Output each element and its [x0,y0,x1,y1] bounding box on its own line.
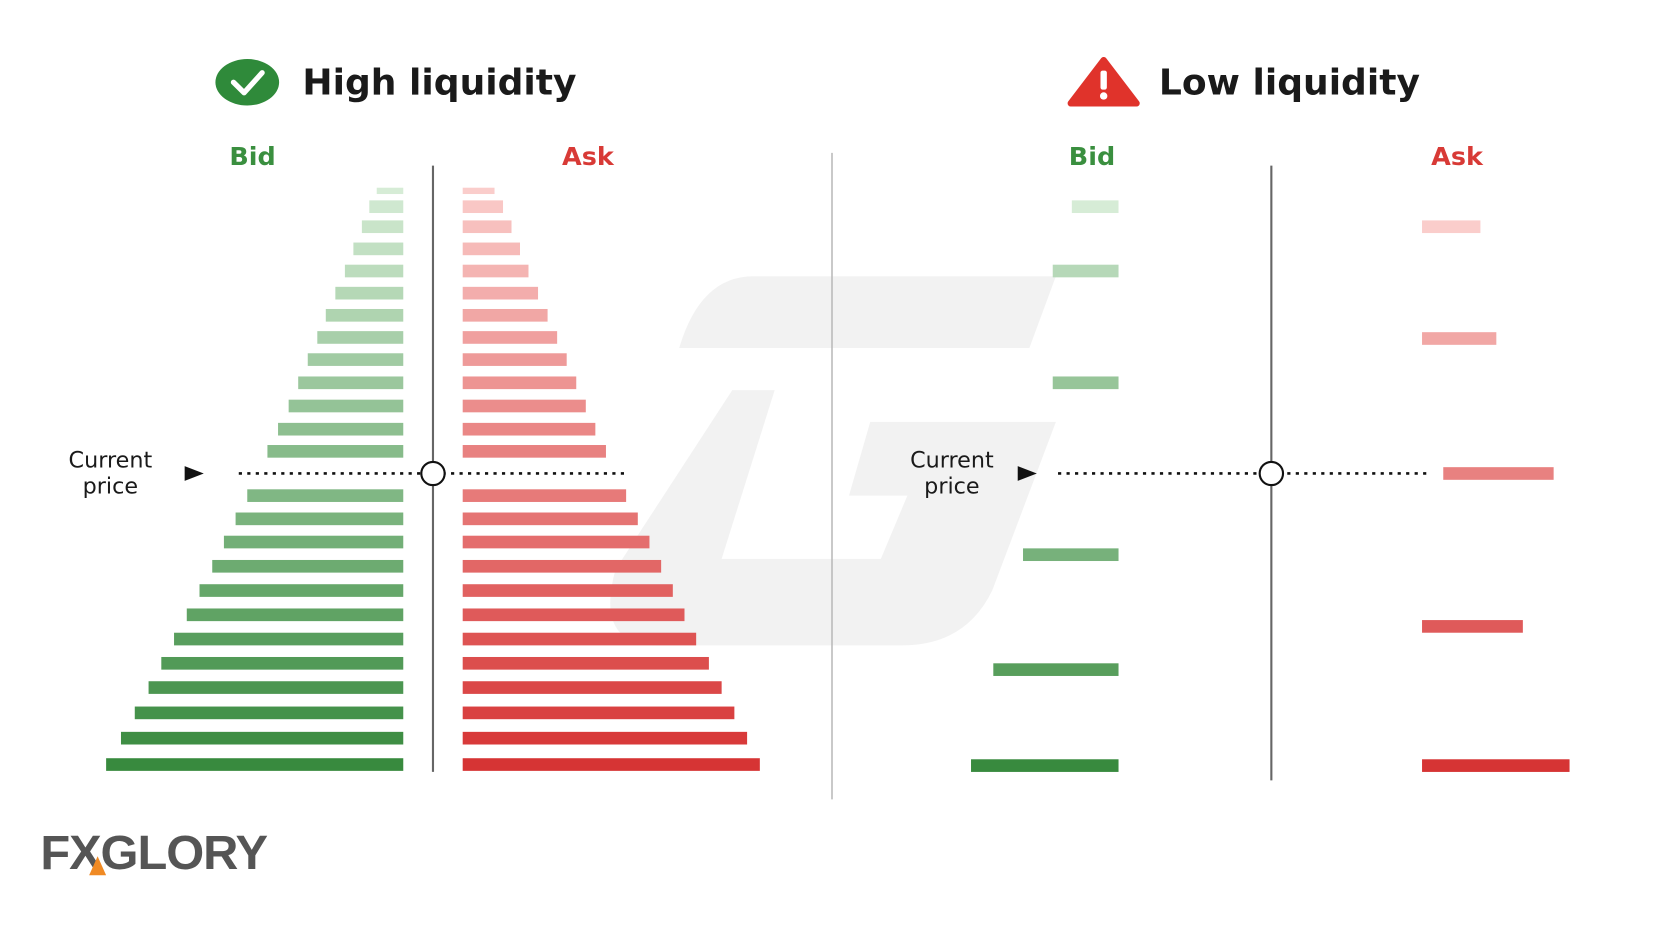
ask-bar [462,308,548,322]
bid-bar [325,308,404,322]
bid-bar [369,200,404,214]
order-book-bars [89,165,1570,876]
price-marker [420,460,446,487]
bid-bar [235,512,404,526]
ask-bar [462,200,504,214]
current-price-label: price [83,474,138,500]
bid-bar [223,535,404,549]
bid-label: Bid [229,141,275,171]
bid-bar [344,264,404,278]
ask-bar [462,220,512,234]
bid-bar [134,706,404,720]
ask-bar [462,584,673,597]
bid-bar [971,759,1119,772]
ask-bar [462,681,722,694]
ask-label: Ask [562,141,615,171]
ask-bar [1422,759,1570,772]
bid-bar [106,758,404,771]
ask-bar [1443,467,1554,480]
bid-bar [199,584,404,597]
ask-label: Ask [1431,141,1484,171]
bid-bar [1071,200,1119,214]
ask-bar [462,559,662,573]
ask-bar [462,242,520,256]
ask-bar [462,187,495,195]
ask-bar [462,758,760,771]
ask-bar [1422,620,1523,633]
current-price-label: Current [69,447,153,473]
ask-bar [462,445,606,458]
bid-bar [278,422,404,436]
ask-bar [462,286,539,300]
bid-bar [267,445,404,458]
bid-bar [335,286,404,300]
bid-bar [148,681,404,694]
warning-dot [1099,92,1108,100]
logo-accent [89,856,107,876]
arrow [184,466,204,481]
watermark [610,276,1056,646]
arrow [1017,466,1037,481]
bid-bar [376,187,404,195]
ask-bar [462,656,709,670]
ask-bar [1422,332,1497,345]
ask-bar [462,399,586,413]
ask-bar [462,706,735,720]
ask-bar [462,331,558,344]
panel-title: Low liquidity [1159,62,1420,103]
ask-bar [462,489,627,502]
bid-bar [361,220,404,234]
current-price-label: price [924,474,979,500]
bid-label: Bid [1069,141,1115,171]
logo: FXGLORY [40,826,267,880]
current-price-label: Current [910,447,994,473]
bid-bar [993,663,1119,676]
bid-bar [174,632,404,646]
bid-bar [186,608,404,622]
bid-bar [247,489,404,502]
ask-bar [462,353,567,366]
ask-bar [462,535,650,549]
bid-bar [353,242,404,256]
bid-bar [307,353,404,366]
price-marker [1258,460,1285,487]
ask-bar [462,632,697,646]
bid-bar [161,656,404,670]
bid-bar [288,399,404,413]
bid-bar [120,731,404,745]
bid-bar [1052,264,1119,278]
check-icon [215,59,280,106]
check-mark [230,70,265,96]
bid-bar [298,376,404,390]
bid-bar [1023,548,1119,562]
ask-bar [1422,220,1481,234]
ask-bar [462,376,577,390]
ask-bar [462,608,685,622]
ask-bar [462,731,748,745]
warning-mark [1100,70,1107,90]
panel-title: High liquidity [302,62,576,103]
bid-bar [1052,376,1119,390]
ask-bar [462,422,596,436]
ask-bar [462,264,529,278]
bid-bar [317,331,404,344]
ask-bar [462,512,638,526]
bid-bar [212,559,404,573]
